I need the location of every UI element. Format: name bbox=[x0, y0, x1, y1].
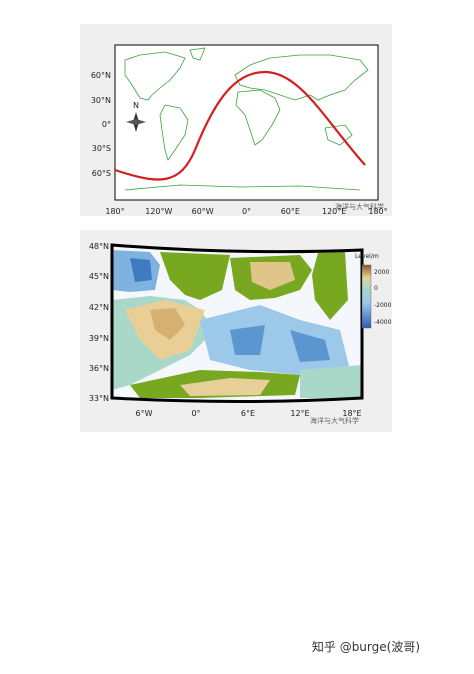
lat-label: 60°S bbox=[92, 169, 111, 178]
world-map-frame bbox=[114, 44, 379, 201]
watermark: 海洋与大气科学 bbox=[335, 202, 384, 211]
colorbar bbox=[361, 264, 372, 329]
lon-label: 60°W bbox=[192, 207, 214, 216]
lat-label: 42°N bbox=[89, 303, 109, 312]
lon-label: 120°W bbox=[145, 207, 172, 216]
colorbar-tick-label: -2000 bbox=[374, 302, 392, 309]
lat-label: 45°N bbox=[89, 272, 109, 281]
lon-label: 0° bbox=[191, 409, 200, 418]
lat-label: 60°N bbox=[91, 71, 111, 80]
lat-label: 33°N bbox=[89, 394, 109, 403]
lon-label: 180° bbox=[105, 207, 124, 216]
lat-label: 0° bbox=[102, 120, 111, 129]
colorbar-tick-label: -4000 bbox=[374, 319, 392, 326]
med-map-frame bbox=[110, 243, 364, 403]
lon-label: 6°E bbox=[241, 409, 255, 418]
compass: N bbox=[126, 101, 146, 132]
lon-label: 120°E bbox=[322, 207, 346, 216]
lon-label: 18°E bbox=[342, 409, 361, 418]
lat-label: 48°N bbox=[89, 242, 109, 251]
lon-label: 0° bbox=[242, 207, 251, 216]
colorbar-title: Level/m bbox=[355, 253, 379, 260]
colorbar-tick-label: 0 bbox=[374, 285, 378, 292]
compass-label: N bbox=[133, 101, 139, 110]
lat-label: 39°N bbox=[89, 334, 109, 343]
red-curve bbox=[114, 70, 366, 181]
lon-label: 180° bbox=[368, 207, 387, 216]
footer: 知乎 @burge(波哥) bbox=[312, 640, 420, 654]
lon-label: 60°E bbox=[281, 207, 300, 216]
lon-label: 6°W bbox=[136, 409, 153, 418]
continents bbox=[124, 47, 369, 191]
watermark: 海洋与大气科学 bbox=[310, 416, 359, 425]
colorbar-tick-label: 2000 bbox=[374, 269, 389, 276]
lat-label: 30°N bbox=[91, 96, 111, 105]
lat-label: 36°N bbox=[89, 364, 109, 373]
med-map-fields bbox=[112, 250, 362, 398]
lat-label: 30°S bbox=[92, 144, 111, 153]
lon-label: 12°E bbox=[290, 409, 309, 418]
